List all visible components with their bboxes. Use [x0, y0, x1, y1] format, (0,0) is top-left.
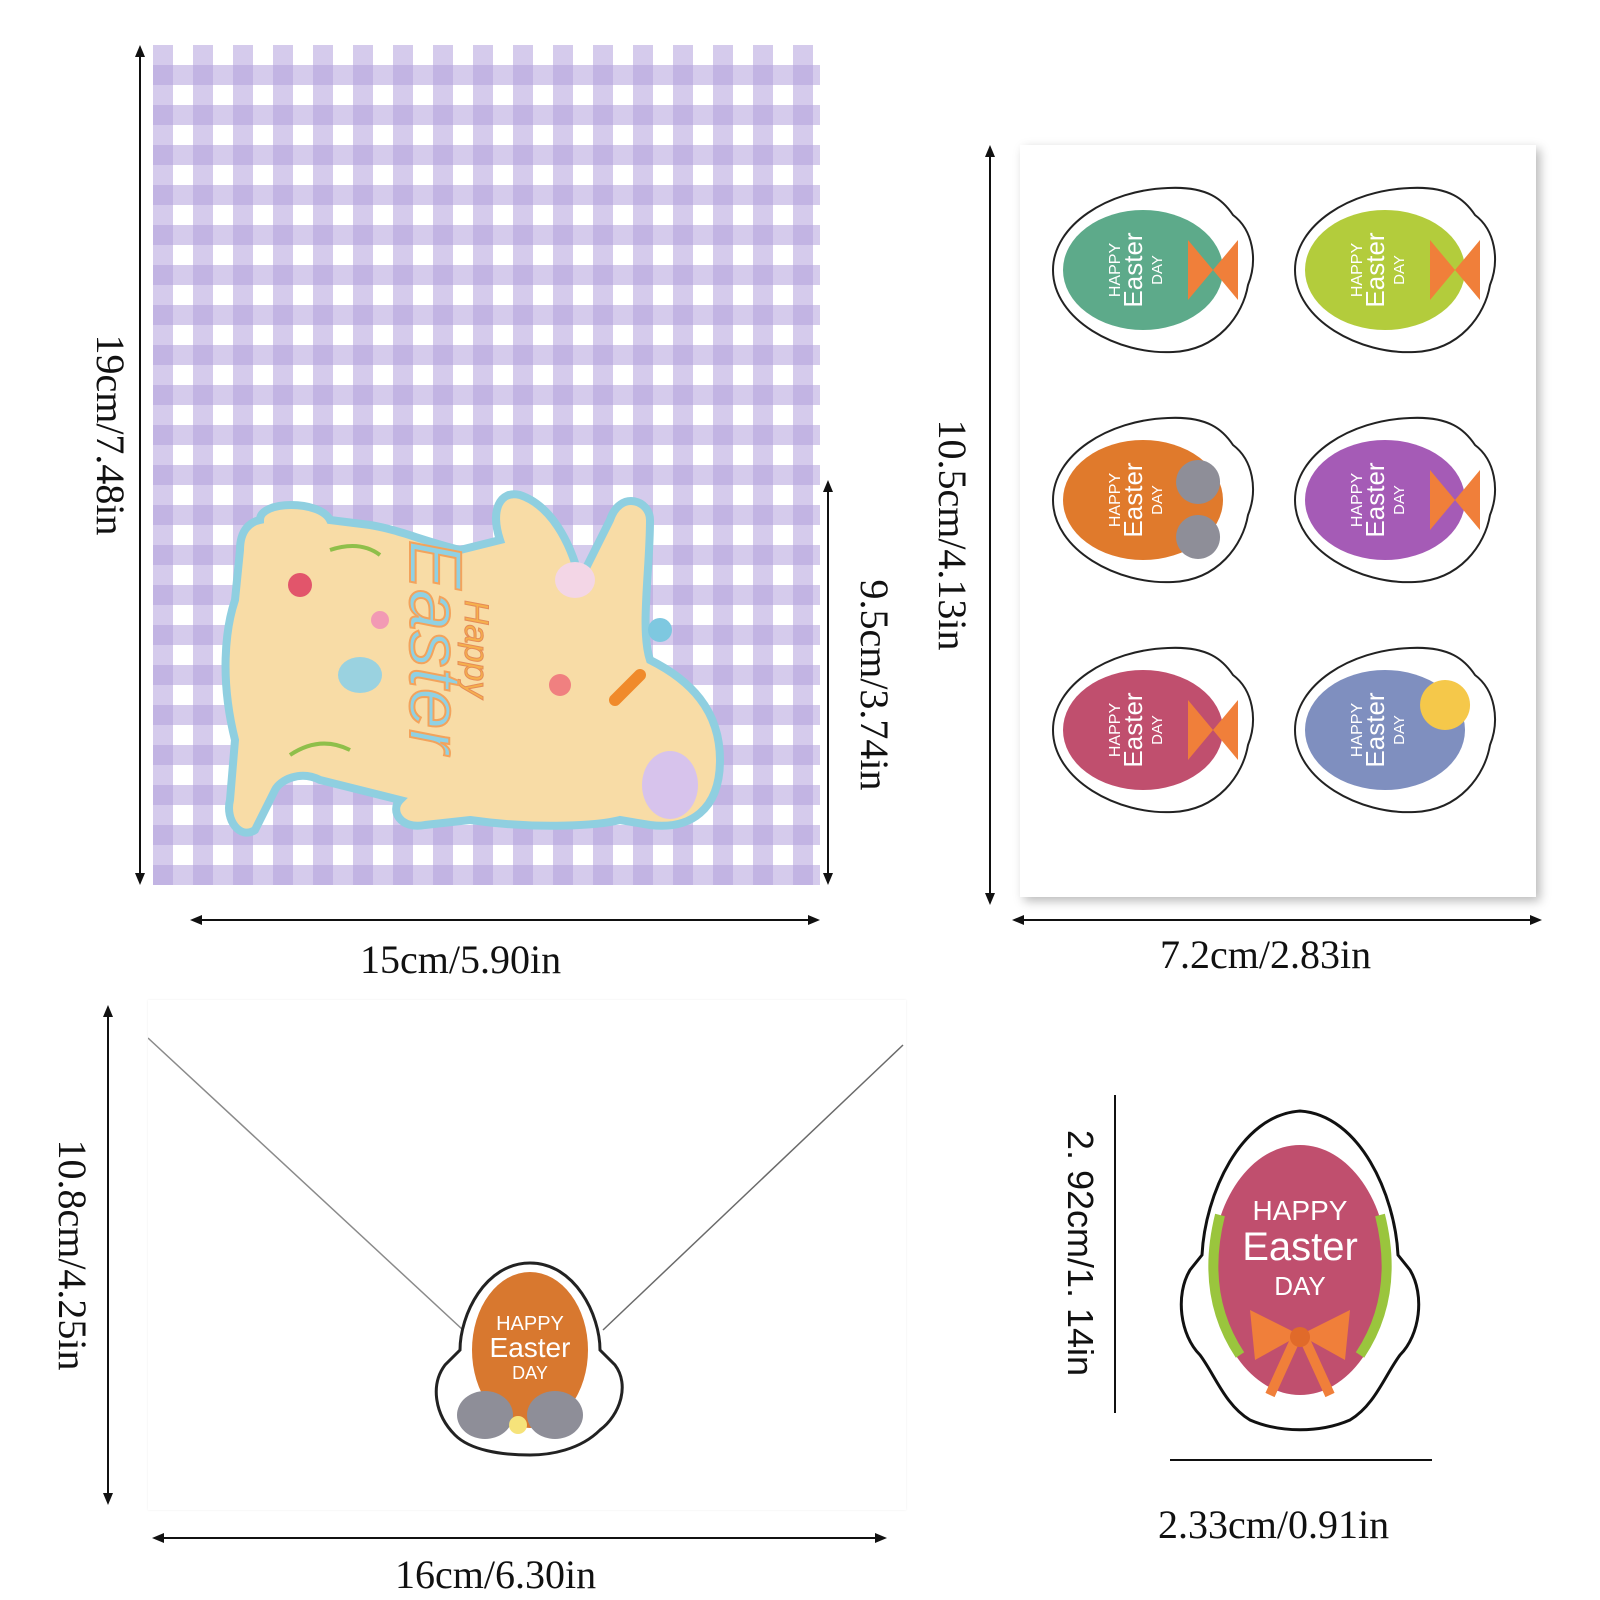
- egg-decoration: [338, 657, 382, 693]
- envelope-flap-lines: [148, 1037, 904, 1331]
- envelope-height-arrow: [103, 1005, 113, 1505]
- single-sticker-egg: [1212, 1145, 1388, 1395]
- envelope-seal-sticker: HAPPY Easter DAY: [434, 1261, 624, 1457]
- flower-decoration: [648, 618, 672, 642]
- sheet-sticker-egg: [1063, 670, 1223, 790]
- chick-decoration: [1420, 680, 1471, 730]
- single-sticker-width-line: [1170, 1459, 1432, 1461]
- sheet-height-label: 10.5cm/4.13in: [930, 419, 975, 651]
- egg-decoration: [555, 562, 595, 598]
- wreath-decoration: [1355, 1213, 1392, 1358]
- sheet-sticker-line3: DAY: [1149, 715, 1166, 745]
- single-sticker-height-line: [1114, 1095, 1116, 1413]
- sheet-sticker-line1: HAPPY: [1349, 473, 1366, 528]
- sheet-sticker-egg: [1305, 210, 1465, 330]
- wreath-decoration: [1208, 1213, 1245, 1358]
- sheet-sticker-line3: DAY: [1391, 485, 1408, 515]
- sheet-width-label: 7.2cm/2.83in: [1160, 932, 1372, 977]
- sheet-sticker-line2: Easter: [1118, 232, 1148, 307]
- card-title-line2: Easter: [394, 540, 477, 757]
- sheet-sticker-line1: HAPPY: [1107, 243, 1124, 298]
- flower-decoration: [549, 674, 571, 696]
- egg-decoration: [642, 751, 698, 819]
- flower-decoration: [288, 573, 312, 597]
- bunny-illustration: Happy Easter: [221, 490, 725, 837]
- seal-line3: DAY: [512, 1363, 548, 1383]
- sheet-height-arrow: [985, 145, 995, 905]
- sheet-sticker-line1: HAPPY: [1107, 703, 1124, 758]
- sheet-sticker-line2: Easter: [1118, 692, 1148, 767]
- single-sticker-line1: HAPPY: [1253, 1195, 1348, 1226]
- sheet-sticker-line3: DAY: [1391, 715, 1408, 745]
- sheet-sticker-egg: [1305, 440, 1465, 560]
- sheet-width-arrow: [1012, 915, 1542, 925]
- seal-line2: Easter: [490, 1332, 571, 1363]
- card-title-line1: Happy: [457, 600, 495, 700]
- bunny-height-arrow: [823, 480, 833, 885]
- carrot-decoration: [609, 669, 646, 706]
- sheet-sticker-line1: HAPPY: [1349, 243, 1366, 298]
- sheet-sticker-line2: Easter: [1360, 462, 1390, 537]
- sheet-sticker-line2: Easter: [1360, 692, 1390, 767]
- single-sticker-line2: Easter: [1242, 1225, 1358, 1269]
- bunny-height-label: 9.5cm/3.74in: [852, 579, 897, 791]
- flower-decoration: [509, 1416, 527, 1434]
- envelope-width-arrow: [152, 1533, 887, 1543]
- seal-line1: HAPPY: [496, 1313, 564, 1335]
- card-height-label: 19cm/7.48in: [88, 334, 133, 536]
- sheet-sticker-line3: DAY: [1149, 255, 1166, 285]
- sheet-sticker-line1: HAPPY: [1349, 703, 1366, 758]
- bunny-head-decoration: [527, 1391, 583, 1439]
- sheet-sticker-line3: DAY: [1391, 255, 1408, 285]
- single-sticker-width-label: 2.33cm/0.91in: [1158, 1502, 1390, 1547]
- leaf-decoration: [288, 741, 351, 757]
- envelope-height-label: 10.8cm/4.25in: [50, 1139, 95, 1371]
- card-width-arrow: [190, 915, 820, 925]
- sheet-sticker-line1: HAPPY: [1107, 473, 1124, 528]
- single-sticker-height-label: 2. 92cm/1. 14in: [1060, 1129, 1101, 1377]
- sheet-sticker-egg: [1063, 210, 1223, 330]
- flower-decoration: [371, 611, 389, 629]
- single-sticker: HAPPY Easter DAY: [1179, 1109, 1421, 1432]
- sheet-sticker-line2: Easter: [1118, 462, 1148, 537]
- leaf-decoration: [329, 544, 382, 557]
- bow-decoration: [1430, 240, 1480, 300]
- bow-ribbon: [1265, 1337, 1335, 1398]
- sheet-sticker-line3: DAY: [1149, 485, 1166, 515]
- bow-decoration: [1188, 240, 1238, 300]
- single-sticker-line3: DAY: [1274, 1271, 1326, 1301]
- sheet-sticker-line2: Easter: [1360, 232, 1390, 307]
- card-width-label: 15cm/5.90in: [360, 937, 562, 982]
- envelope-width-label: 16cm/6.30in: [395, 1552, 597, 1597]
- bow-knot: [1290, 1327, 1310, 1347]
- bunny-head-decoration: [457, 1391, 513, 1439]
- seal-egg: [472, 1272, 588, 1428]
- bow-decoration: [1430, 470, 1480, 530]
- card-height-arrow: [135, 45, 145, 885]
- bunny-head-decoration: [1176, 460, 1221, 559]
- bow-decoration: [1188, 700, 1238, 760]
